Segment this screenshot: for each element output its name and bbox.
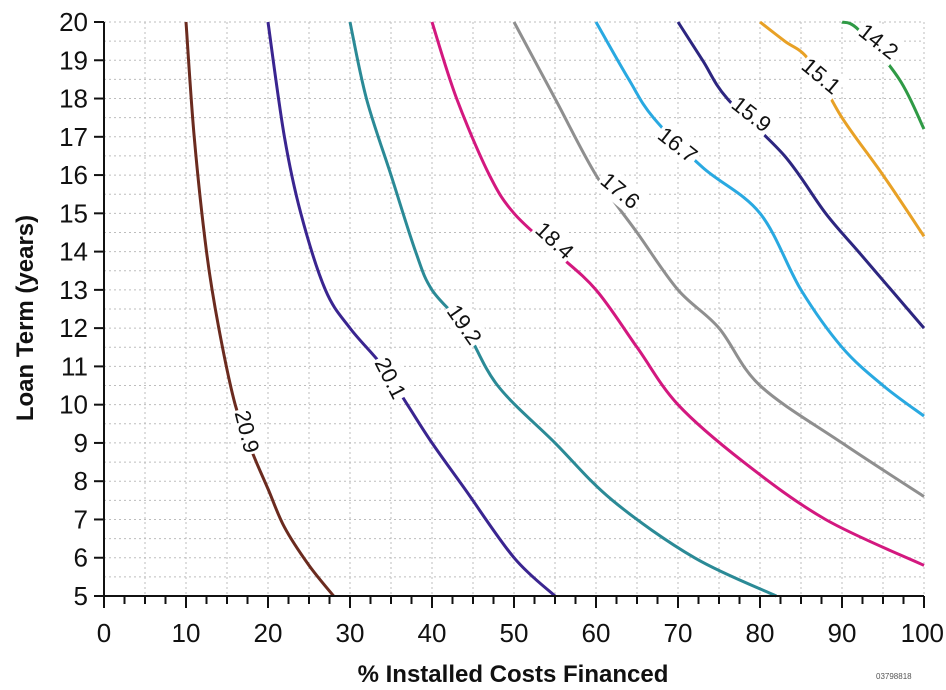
- y-tick-label: 15: [59, 198, 88, 228]
- contour-label-background: [368, 351, 414, 405]
- y-tick-labels: 5 6 7 8 9 10 11 12 13 14 15 16 17 18 19 20: [59, 7, 88, 611]
- contour-label-background: [794, 50, 849, 102]
- x-tick-label: 40: [418, 618, 447, 648]
- contour-line-17-6: [512, 21, 925, 498]
- figure-id: 03798818: [876, 672, 912, 681]
- contour-line-16-7: [594, 21, 925, 418]
- y-tick-label: 10: [59, 390, 88, 420]
- contour-label-17-6: 17.6: [593, 164, 648, 216]
- contour-line-15-1: [759, 20, 926, 238]
- contour-label-19-2: 19.2: [440, 297, 490, 352]
- contour-label-text: 20.9: [230, 408, 265, 456]
- y-tick-label: 16: [59, 160, 88, 190]
- contour-label-background: [651, 119, 705, 170]
- x-tick-label: 10: [172, 618, 201, 648]
- x-tick-label: 50: [500, 618, 529, 648]
- x-tick-label: 60: [582, 618, 611, 648]
- contour-label-15-1: 15.1: [794, 50, 849, 102]
- contour-line-19-2: [348, 21, 778, 598]
- y-tick-label: 18: [59, 84, 88, 114]
- contour-label-background: [228, 405, 267, 458]
- contour-line-20-1: [266, 21, 557, 598]
- y-tick-label: 11: [61, 351, 88, 381]
- y-axis-title: Loan Term (years): [12, 215, 39, 421]
- x-tick-label: 90: [828, 618, 857, 648]
- y-tick-label: 8: [74, 466, 88, 496]
- contour-line-18-4: [430, 21, 925, 567]
- y-tick-label: 17: [59, 122, 88, 152]
- contour-line-15-9: [676, 21, 926, 330]
- x-tick-labels: 0 10 20 30 40 50 60 70 80 90 100: [97, 618, 944, 648]
- x-tick-label: 100: [901, 618, 944, 648]
- grid: [103, 21, 925, 597]
- y-tick-label: 20: [59, 7, 88, 37]
- y-tick-label: 5: [74, 581, 88, 611]
- x-tick-label: 30: [336, 618, 365, 648]
- contour-label-background: [852, 15, 906, 67]
- y-tick-label: 7: [74, 504, 88, 534]
- contour-label-background: [725, 88, 779, 139]
- contour-label-20-9: 20.9: [228, 405, 267, 458]
- contour-label-background: [593, 164, 648, 216]
- contour-label-14-2: 14.2: [852, 15, 906, 67]
- x-axis-title: % Installed Costs Financed: [358, 661, 669, 688]
- contour-line-20-9: [184, 21, 335, 597]
- contour-label-18-4: 18.4: [528, 214, 582, 267]
- tick-marks: [94, 21, 925, 608]
- y-tick-label: 14: [59, 237, 88, 267]
- x-tick-label: 80: [746, 618, 775, 648]
- y-tick-label: 6: [74, 543, 88, 573]
- y-tick-label: 9: [74, 428, 88, 458]
- y-tick-label: 13: [59, 275, 88, 305]
- x-tick-label: 0: [97, 618, 111, 648]
- contour-label-background: [528, 214, 582, 267]
- series-labels: 20.920.119.218.417.616.715.915.114.2: [228, 15, 906, 458]
- x-tick-label: 70: [664, 618, 693, 648]
- y-tick-label: 19: [59, 45, 88, 75]
- contour-label-text: 18.4: [530, 217, 578, 264]
- contour-label-15-9: 15.9: [725, 88, 779, 139]
- y-tick-label: 12: [59, 313, 88, 343]
- x-tick-label: 20: [254, 618, 283, 648]
- contour-label-20-1: 20.1: [368, 351, 414, 405]
- contour-label-background: [440, 297, 490, 352]
